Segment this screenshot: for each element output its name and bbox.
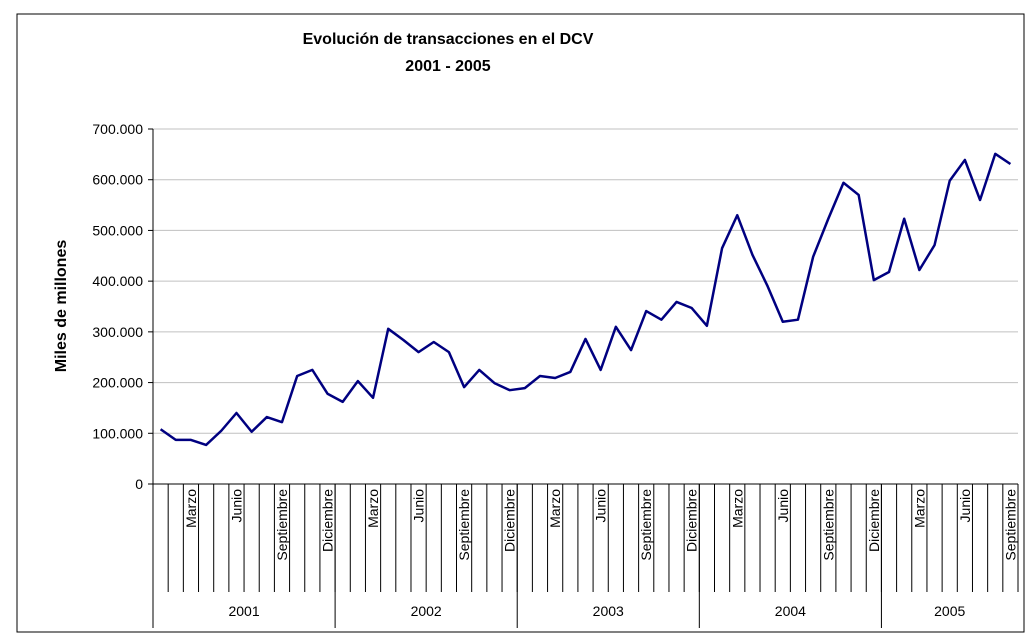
x-tick-label: Septiembre — [820, 489, 836, 561]
y-tick-label: 600.000 — [92, 172, 143, 188]
x-tick-label: Diciembre — [320, 489, 336, 552]
x-tick-label: Diciembre — [502, 489, 518, 552]
x-tick-label: Septiembre — [638, 489, 654, 561]
x-tick-label: Marzo — [183, 489, 199, 528]
x-tick-label: Junio — [228, 489, 244, 523]
chart-title: Evolución de transacciones en el DCV — [303, 31, 594, 48]
x-tick-label: Junio — [411, 489, 427, 523]
group-label: 2002 — [411, 603, 442, 619]
x-tick-label: Junio — [775, 489, 791, 523]
x-tick-label: Marzo — [547, 489, 563, 528]
x-tick-label: Marzo — [365, 489, 381, 528]
x-tick-label: Septiembre — [1002, 489, 1018, 561]
chart-subtitle: 2001 - 2005 — [405, 58, 491, 75]
x-tick-label: Marzo — [911, 489, 927, 528]
x-tick-label: Marzo — [729, 489, 745, 528]
x-tick-label: Junio — [957, 489, 973, 523]
group-label: 2004 — [775, 603, 806, 619]
x-tick-label: Diciembre — [866, 489, 882, 552]
x-tick-label: Diciembre — [684, 489, 700, 552]
x-tick-label: Junio — [593, 489, 609, 523]
y-tick-label: 500.000 — [92, 222, 143, 238]
group-label: 2005 — [934, 603, 965, 619]
group-label: 2003 — [593, 603, 624, 619]
group-label: 2001 — [228, 603, 259, 619]
y-tick-label: 700.000 — [92, 121, 143, 137]
y-tick-label: 0 — [135, 476, 143, 492]
x-tick-label: Septiembre — [456, 489, 472, 561]
y-tick-label: 200.000 — [92, 375, 143, 391]
data-line — [159, 152, 1012, 447]
y-tick-label: 100.000 — [92, 425, 143, 441]
y-axis-label: Miles de millones — [53, 240, 70, 373]
chart-frame — [16, 13, 1025, 633]
x-tick-label: Septiembre — [274, 489, 290, 561]
y-tick-label: 400.000 — [92, 273, 143, 289]
y-tick-label: 300.000 — [92, 324, 143, 340]
